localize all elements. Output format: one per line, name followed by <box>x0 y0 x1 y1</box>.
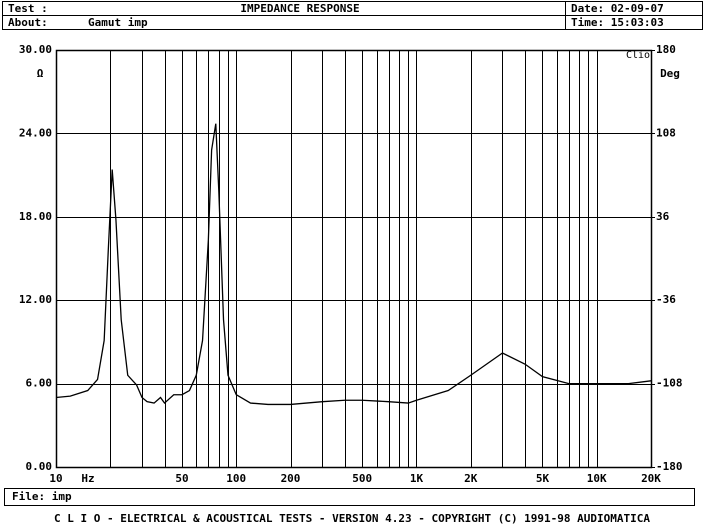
credits: C L I O - ELECTRICAL & ACOUSTICAL TESTS … <box>54 512 650 525</box>
y2-tick-label: -108 <box>656 377 683 390</box>
x-tick-label: 2K <box>464 472 478 485</box>
test-label: Test : <box>8 2 48 15</box>
y-unit: Ω <box>37 67 44 80</box>
title: IMPEDANCE RESPONSE <box>240 2 359 15</box>
impedance-curve <box>55 123 652 406</box>
y2-tick-label: 36 <box>656 210 670 223</box>
x-tick-label: 1K <box>410 472 424 485</box>
y2-tick-label: -36 <box>656 293 676 306</box>
x-tick-label: 100 <box>226 472 246 485</box>
y-tick-label: 12.00 <box>19 293 52 306</box>
x-unit: Hz <box>81 472 94 485</box>
x-tick-label: 50 <box>175 472 188 485</box>
y-tick-label: 30.00 <box>19 43 52 56</box>
x-tick-label: 500 <box>352 472 372 485</box>
time: Time: 15:03:03 <box>571 16 664 29</box>
y-tick-label: 24.00 <box>19 126 52 139</box>
about: Gamut imp <box>88 16 148 29</box>
y-tick-label: 6.00 <box>26 377 53 390</box>
x-tick-label: 200 <box>281 472 301 485</box>
y2-label: Deg <box>660 67 680 80</box>
x-tick-label: 20K <box>641 472 661 485</box>
date: Date: 02-09-07 <box>571 2 664 15</box>
y-tick-label: 18.00 <box>19 210 52 223</box>
y-tick-label: 0.00 <box>26 460 53 473</box>
file: File: imp <box>12 490 72 503</box>
file-box <box>4 488 695 506</box>
x-tick-label: 10 <box>49 472 62 485</box>
plot-frame <box>55 49 653 469</box>
about-label: About: <box>8 16 48 29</box>
x-tick-label: 10K <box>587 472 607 485</box>
y2-tick-label: 108 <box>656 126 676 139</box>
x-tick-label: 5K <box>536 472 550 485</box>
y2-tick-label: -180 <box>656 460 683 473</box>
y2-tick-label: 180 <box>656 43 676 56</box>
watermark: Clio <box>626 50 650 61</box>
